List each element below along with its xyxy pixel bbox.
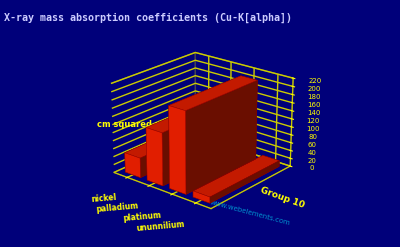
Text: X-ray mass absorption coefficients (Cu-K[alpha]): X-ray mass absorption coefficients (Cu-K… (4, 12, 292, 22)
Text: cm squared per g: cm squared per g (97, 120, 180, 129)
Text: Group 10: Group 10 (259, 185, 306, 209)
Text: www.webelements.com: www.webelements.com (210, 199, 291, 226)
